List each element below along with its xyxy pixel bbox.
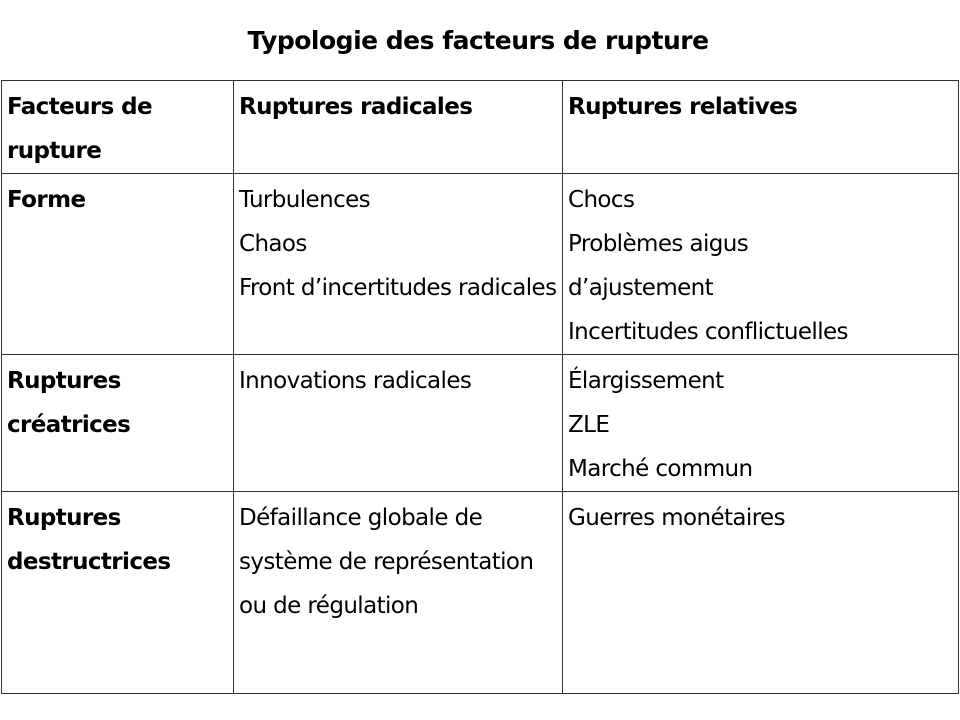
page-title: Typologie des facteurs de rupture [247,26,709,55]
factor-cell: Ruptures destructrices [1,491,234,694]
cell-line: Guerres monétaires [568,505,786,531]
table-header-row: Facteurs de rupture Ruptures radicales R… [1,80,959,174]
header-cell: Ruptures relatives [562,80,959,174]
factor-cell: Forme [1,173,234,355]
cell-line: Défaillance globale de système de représ… [239,505,534,619]
cell-line: Innovations radicales [239,368,472,394]
table-row: Ruptures destructrices Défaillance globa… [1,491,959,694]
radicales-cell: Innovations radicales [233,354,563,492]
cell-line: Problèmes aigus d’ajustement [568,231,749,301]
radicales-cell: Turbulences Chaos Front d’incertitudes r… [233,173,563,355]
cell-line: Turbulences [239,187,371,213]
factor-cell: Ruptures créatrices [1,354,234,492]
radicales-cell: Défaillance globale de système de représ… [233,491,563,694]
header-cell: Facteurs de rupture [1,80,234,174]
table-row: Ruptures créatrices Innovations radicale… [1,354,959,492]
typology-table: Facteurs de rupture Ruptures radicales R… [1,80,959,694]
cell-line: ZLE [568,412,610,438]
cell-line: Chocs [568,187,635,213]
cell-line: Chaos [239,231,307,257]
cell-line: Élargissement [568,368,724,394]
relatives-cell: Élargissement ZLE Marché commun [562,354,959,492]
table-row: Forme Turbulences Chaos Front d’incertit… [1,173,959,355]
cell-line: Incertitudes conflictuelles [568,319,849,345]
relatives-cell: Chocs Problèmes aigus d’ajustement Incer… [562,173,959,355]
cell-line: Marché commun [568,456,753,482]
relatives-cell: Guerres monétaires [562,491,959,694]
cell-line: Front d’incertitudes radicales [239,275,557,301]
header-cell: Ruptures radicales [233,80,563,174]
